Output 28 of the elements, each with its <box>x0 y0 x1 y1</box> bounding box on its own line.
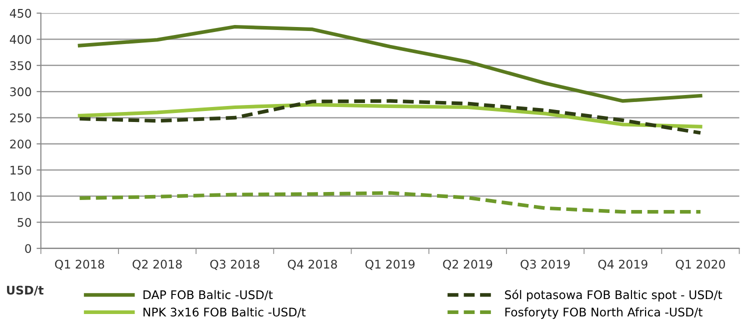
x-tick-label: Q3 2019 <box>520 260 570 270</box>
y-tick-label: 250 <box>10 113 32 122</box>
line-series <box>78 24 702 103</box>
legend-label: NPK 3x16 FOB Baltic -USD/t <box>144 307 306 318</box>
line-series <box>78 99 702 135</box>
x-tick-label: Q4 2019 <box>598 260 648 270</box>
legend-label: Sól potasowa FOB Baltic spot - USD/t <box>505 290 722 302</box>
y-tick-label: 300 <box>10 87 32 96</box>
x-tick-label: Q4 2018 <box>288 260 337 270</box>
y-tick-label: 400 <box>10 35 32 44</box>
y-tick-label: 150 <box>10 166 32 175</box>
y-tick-label: 50 <box>18 218 32 227</box>
y-tick-label: 0 <box>25 244 32 254</box>
line-series <box>78 102 702 128</box>
y-tick-label: 450 <box>10 8 32 18</box>
line-series <box>78 191 702 214</box>
legend-label: DAP FOB Baltic -USD/t <box>144 290 273 300</box>
y-tick-label: 350 <box>10 61 32 70</box>
x-tick-label: Q1 2020 <box>676 260 725 270</box>
y-tick-label: 100 <box>10 192 32 201</box>
y-axis-title: USD/t <box>7 286 44 296</box>
x-tick-label: Q1 2018 <box>55 260 104 270</box>
x-tick-label: Q2 2019 <box>443 260 492 270</box>
legend-label: Fosforyty FOB North Africa -USD/t <box>505 307 702 319</box>
x-tick-label: Q2 2018 <box>132 260 182 270</box>
x-tick-label: Q1 2019 <box>365 260 415 270</box>
x-tick-label: Q3 2018 <box>210 260 260 270</box>
y-tick-label: 200 <box>10 140 32 148</box>
